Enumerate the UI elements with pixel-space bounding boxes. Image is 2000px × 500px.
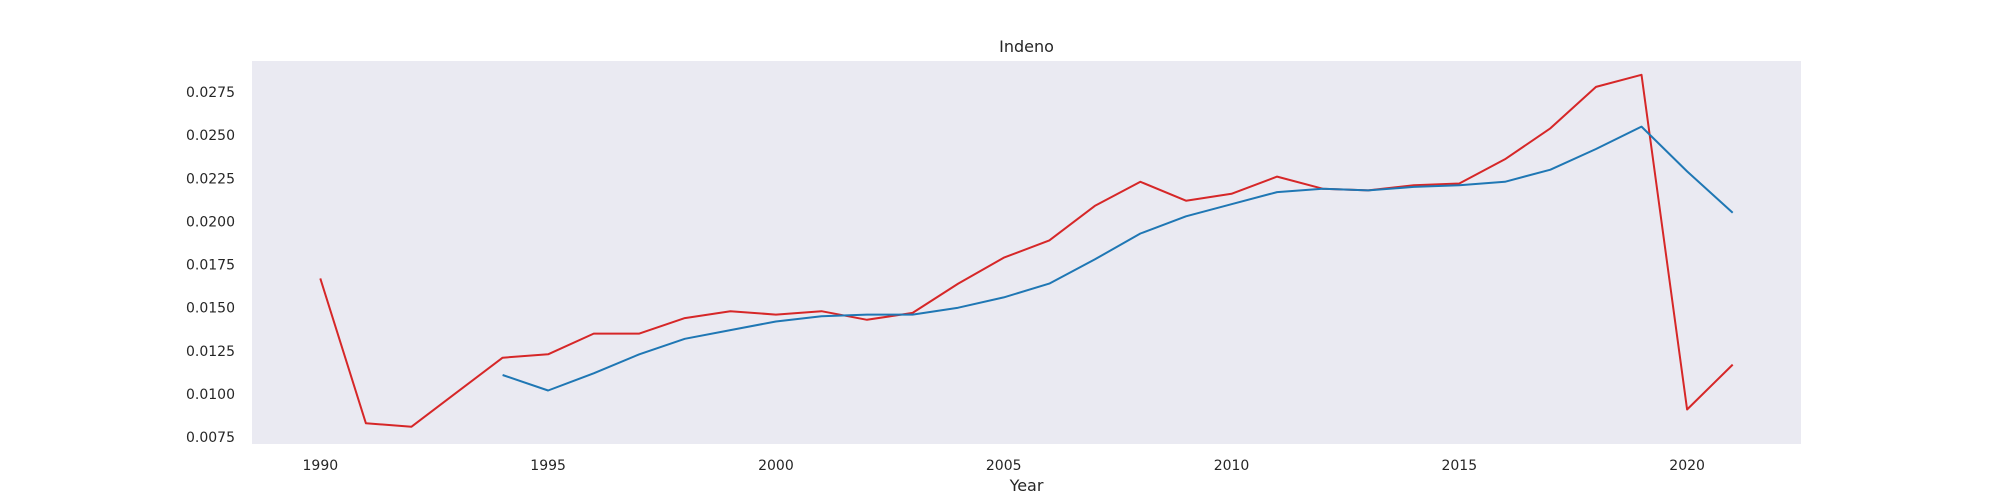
chart-title: Indeno	[999, 37, 1054, 56]
y-tick-label: 0.0275	[186, 85, 235, 101]
y-tick-label: 0.0175	[186, 258, 235, 274]
x-tick-label: 1995	[530, 458, 566, 474]
x-tick-label: 2010	[1214, 458, 1250, 474]
x-axis-label: Year	[1009, 476, 1044, 495]
x-tick-label: 2005	[986, 458, 1022, 474]
y-tick-label: 0.0075	[186, 430, 235, 446]
series-line-1	[319, 73, 1734, 428]
series-line-2	[502, 125, 1734, 392]
series-layer	[319, 73, 1734, 428]
x-tick-label: 1990	[303, 458, 339, 474]
y-tick-label: 0.0150	[186, 301, 235, 317]
y-tick-label: 0.0200	[186, 214, 235, 230]
y-tick-label: 0.0100	[186, 387, 235, 403]
y-axis-ticks: 0.0075 0.0100 0.0125 0.0150 0.0175 0.0200 0.02…	[186, 85, 235, 446]
x-axis-ticks: 1990 1995 2000 2005 2010 2015 2020	[303, 458, 1705, 474]
x-tick-label: 2000	[758, 458, 794, 474]
y-tick-label: 0.0225	[186, 171, 235, 187]
plot-area	[252, 61, 1801, 444]
x-tick-label: 2020	[1669, 458, 1705, 474]
y-tick-label: 0.0250	[186, 128, 235, 144]
y-tick-label: 0.0125	[186, 344, 235, 360]
x-tick-label: 2015	[1441, 458, 1477, 474]
